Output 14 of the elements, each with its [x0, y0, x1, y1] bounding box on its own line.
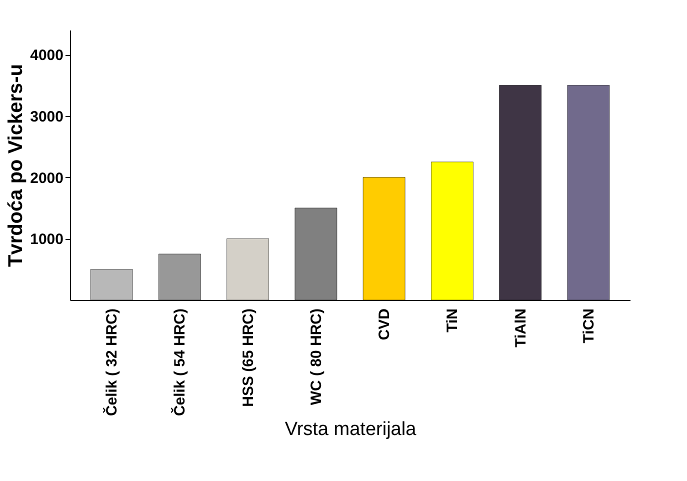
y-tick-label: 4000	[30, 47, 64, 64]
y-axis-title: Tvrdoća po Vickers-u	[5, 64, 28, 268]
y-tick-label: 3000	[30, 108, 64, 126]
x-tick-label: Čelik ( 32 HRC)	[102, 308, 121, 416]
x-tick-label: Čelik ( 54 HRC)	[170, 308, 189, 416]
x-axis-title: Vrsta materijala	[284, 419, 417, 440]
y-tick-label: 2000	[30, 170, 64, 187]
x-tick-label: TiCN	[580, 308, 598, 344]
x-tick-label: WC ( 80 HRC)	[308, 308, 325, 406]
x-tick-label: HSS (65 HRC)	[240, 308, 257, 407]
x-tick-label: TiAlN	[512, 308, 530, 348]
y-tick-label: 1000	[30, 231, 64, 248]
x-tick-label: TiN	[444, 308, 462, 332]
x-tick-label: CVD	[376, 308, 394, 340]
